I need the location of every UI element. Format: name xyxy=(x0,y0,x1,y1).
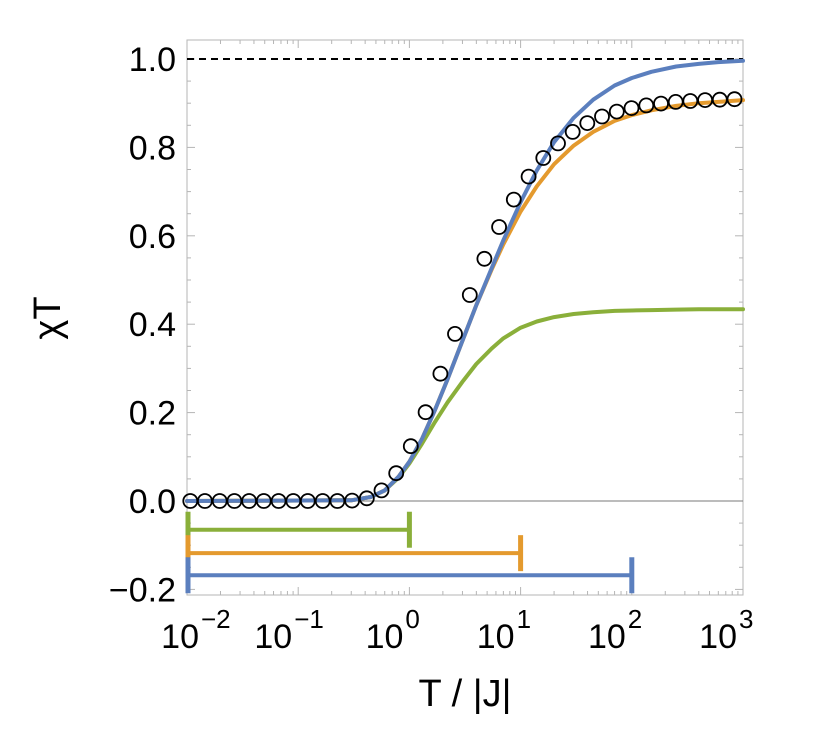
range-bars xyxy=(185,511,635,594)
data-point xyxy=(447,325,463,342)
x-tick-exponent: −2 xyxy=(201,604,231,634)
data-point xyxy=(344,492,361,509)
x-tick-base: 10 xyxy=(477,618,515,656)
data-point xyxy=(550,135,566,152)
x-tick-exponent: 2 xyxy=(628,604,642,634)
data-point xyxy=(476,250,493,267)
y-tick-label: 0.0 xyxy=(129,483,176,521)
data-point xyxy=(505,191,522,208)
x-tick-base: 10 xyxy=(254,618,292,656)
data-point xyxy=(299,493,316,509)
x-tick-label: 10 1 xyxy=(477,604,531,656)
y-tick-label: 0.8 xyxy=(129,129,176,167)
data-point xyxy=(520,168,537,185)
data-point xyxy=(579,115,596,131)
y-tick-label: 0.6 xyxy=(129,218,176,256)
minor-ticks xyxy=(186,40,743,595)
data-point xyxy=(564,123,581,140)
y-tick-labels: −0.2 0.0 0.2 0.4 0.6 0.8 1.0 xyxy=(109,41,176,609)
x-tick-label: 10 −2 xyxy=(161,604,230,656)
x-tick-exponent: 1 xyxy=(517,604,531,634)
x-tick-base: 10 xyxy=(588,618,626,656)
data-point xyxy=(417,404,434,421)
x-tick-label: 10 −1 xyxy=(254,604,323,656)
data-point xyxy=(535,150,552,166)
y-tick-label: −0.2 xyxy=(109,571,176,609)
data-point xyxy=(432,365,449,382)
data-point xyxy=(491,219,508,235)
scatter-layer xyxy=(182,91,743,509)
data-point xyxy=(608,103,625,120)
x-tick-base: 10 xyxy=(366,618,404,656)
data-point xyxy=(726,91,743,108)
x-tick-base: 10 xyxy=(161,618,199,656)
series-line-0 xyxy=(185,58,745,503)
data-point xyxy=(461,287,478,303)
x-axis-label: T / |J| xyxy=(419,673,512,715)
y-tick-label: 0.2 xyxy=(129,395,176,433)
data-point xyxy=(402,438,419,455)
y-axis-label: χT xyxy=(27,296,69,339)
data-point xyxy=(358,490,375,507)
x-tick-exponent: −1 xyxy=(294,604,324,634)
data-point xyxy=(388,465,405,482)
data-point xyxy=(373,482,390,499)
data-point xyxy=(594,108,610,125)
x-tick-label: 10 0 xyxy=(366,604,420,656)
series-layer xyxy=(185,58,745,503)
plot-frame xyxy=(186,39,744,596)
x-tick-exponent: 3 xyxy=(739,604,753,634)
x-tick-exponent: 0 xyxy=(405,604,419,634)
data-point xyxy=(638,97,655,114)
x-tick-base: 10 xyxy=(699,618,737,656)
y-tick-label: 1.0 xyxy=(129,41,176,79)
data-point xyxy=(697,92,713,108)
data-point xyxy=(623,100,640,116)
x-tick-label: 10 2 xyxy=(588,604,642,656)
x-tick-labels: 10 −2 10 −1 10 0 10 1 10 2 10 3 xyxy=(161,604,753,656)
x-tick-label: 10 3 xyxy=(699,604,753,656)
y-tick-label: 0.4 xyxy=(129,306,176,344)
